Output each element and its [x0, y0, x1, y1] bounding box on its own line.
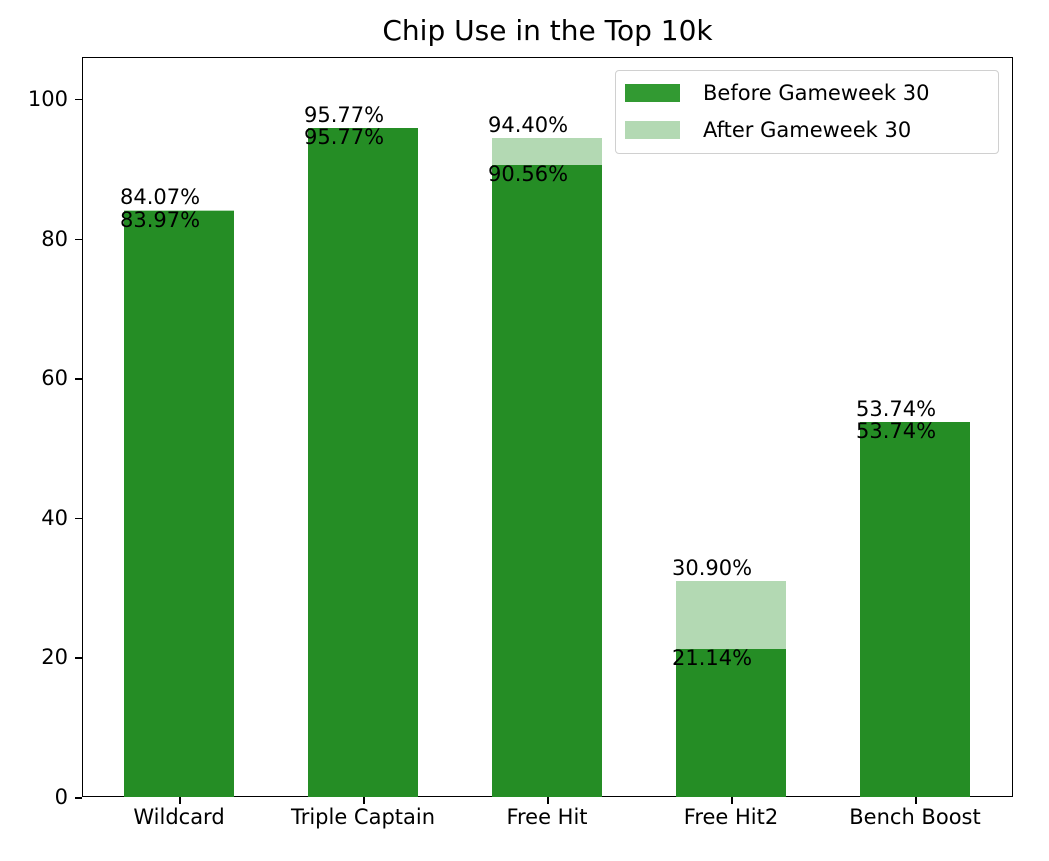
y-tick-mark — [75, 657, 82, 659]
y-tick-label: 20 — [41, 645, 68, 670]
y-tick-label: 100 — [27, 86, 68, 111]
chart-title: Chip Use in the Top 10k — [382, 14, 713, 47]
x-tick-mark — [363, 797, 365, 804]
data-label-before: 53.74% — [856, 418, 937, 443]
x-tick-label: Free Hit2 — [683, 805, 779, 829]
x-tick-label: Triple Captain — [290, 805, 436, 829]
y-tick-label: 60 — [41, 366, 68, 391]
data-label-after: 30.90% — [672, 556, 753, 581]
x-tick-mark — [179, 797, 181, 804]
bar-before-gw30 — [308, 128, 418, 797]
x-tick-mark — [731, 797, 733, 804]
legend-entry-before: Before Gameweek 30 — [625, 81, 929, 105]
y-tick-label: 80 — [41, 226, 68, 251]
x-tick-label: Free Hit — [506, 805, 588, 829]
bar-before-gw30 — [124, 210, 234, 797]
legend-swatch-after — [625, 121, 680, 139]
data-label-after: 84.07% — [120, 185, 201, 210]
y-tick-mark — [75, 238, 82, 240]
x-tick-label: Bench Boost — [849, 805, 981, 829]
data-label-before: 21.14% — [672, 646, 753, 671]
legend-label-after: After Gameweek 30 — [703, 118, 912, 142]
x-tick-mark — [547, 797, 549, 804]
bar-before-gw30 — [860, 421, 970, 797]
y-tick-label: 40 — [41, 505, 68, 530]
legend-swatch-before — [625, 84, 680, 102]
data-label-after: 94.40% — [488, 112, 569, 137]
data-label-before: 95.77% — [304, 125, 385, 150]
legend-label-before: Before Gameweek 30 — [703, 81, 930, 105]
data-label-after: 95.77% — [304, 103, 385, 128]
y-tick-mark — [75, 797, 82, 799]
data-label-after: 53.74% — [856, 396, 937, 421]
y-tick-mark — [75, 378, 82, 380]
y-tick-label: 0 — [54, 785, 68, 809]
bar-before-gw30 — [676, 649, 786, 797]
y-tick-mark — [75, 517, 82, 520]
data-label-before: 90.56% — [488, 161, 569, 186]
bar-before-gw30 — [492, 164, 602, 797]
legend: Before Gameweek 30 After Gameweek 30 — [615, 70, 999, 154]
legend-entry-after: After Gameweek 30 — [625, 118, 911, 142]
x-tick-label: Wildcard — [133, 805, 225, 829]
y-tick-mark — [75, 98, 82, 101]
data-label-before: 83.97% — [120, 207, 201, 232]
x-tick-mark — [915, 797, 917, 804]
